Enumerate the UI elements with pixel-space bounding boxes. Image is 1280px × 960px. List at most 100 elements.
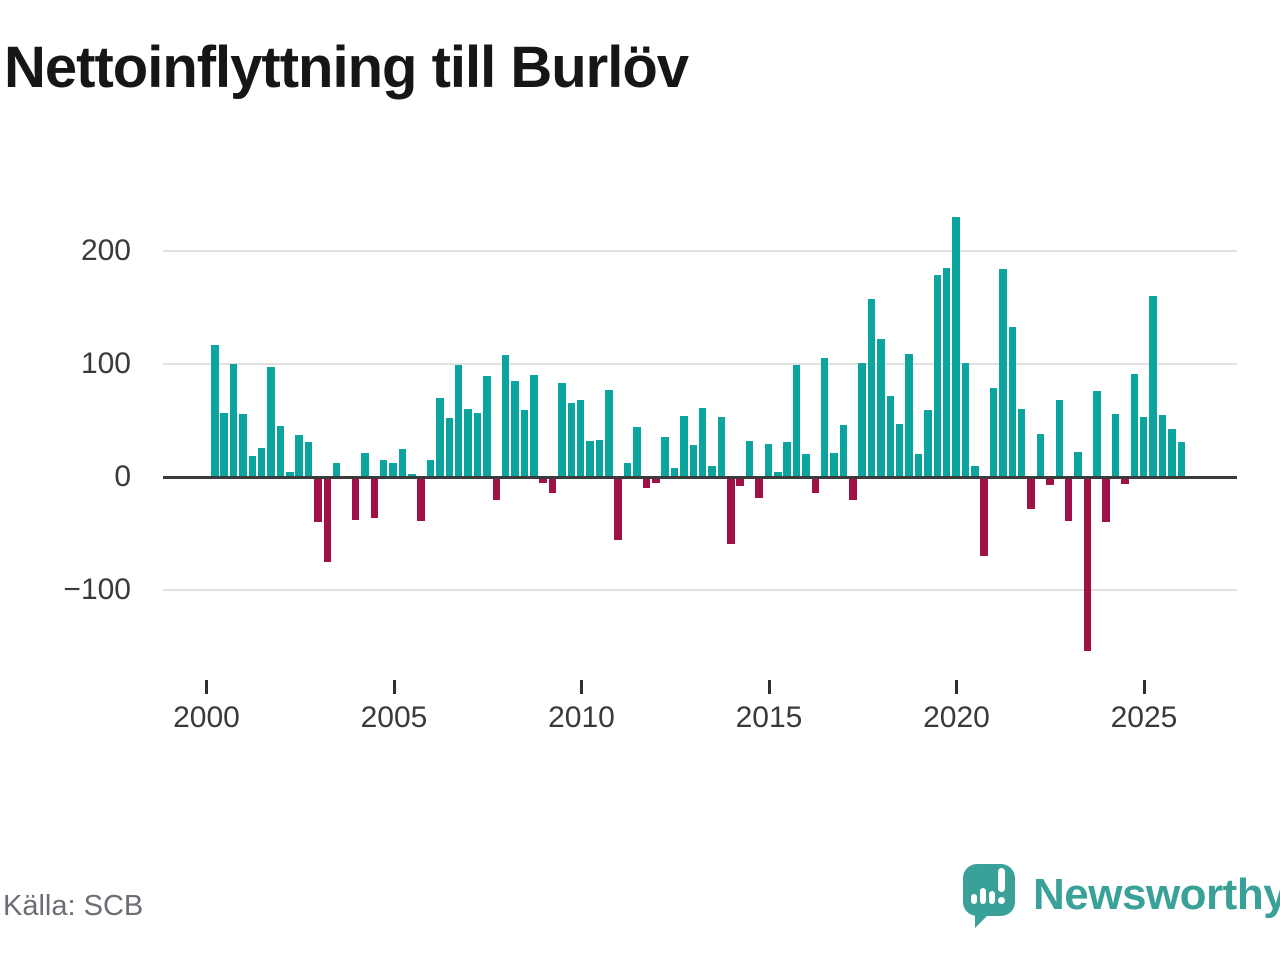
bar-2021-Q2 (1008, 326, 1017, 477)
bar-2015-Q1 (774, 472, 782, 477)
x-axis-label-2000: 2000 (173, 701, 240, 734)
bar-2008-Q1 (511, 380, 519, 477)
bar-2004-Q1 (361, 453, 369, 477)
bar-2010-Q3 (605, 389, 613, 477)
bar-2016-Q4 (839, 424, 848, 477)
bar-2025-Q3 (1168, 429, 1176, 477)
bar-2006-Q2 (445, 418, 454, 477)
logo-bar-1 (971, 894, 977, 904)
bar-2002-Q2 (295, 435, 303, 477)
bar-2007-Q1 (473, 412, 482, 477)
bar-2023-Q2 (1083, 477, 1092, 652)
bar-2025-Q2 (1158, 414, 1167, 477)
bar-2022-Q4 (1064, 477, 1073, 522)
bar-2009-Q1 (548, 477, 557, 493)
bar-2000-Q1 (211, 344, 219, 477)
bar-2011-Q3 (642, 477, 651, 489)
bar-2013-Q4 (727, 477, 735, 544)
logo-bar-2 (980, 888, 986, 904)
bar-2018-Q3 (905, 353, 913, 477)
bar-2016-Q3 (830, 453, 838, 477)
bar-2018-Q2 (895, 423, 904, 477)
x-axis-label-2020: 2020 (923, 701, 990, 734)
bar-2017-Q1 (849, 477, 857, 500)
bar-2005-Q3 (417, 477, 425, 522)
bar-2005-Q2 (408, 473, 416, 477)
bar-2014-Q1 (736, 477, 744, 487)
x-axis-label-2015: 2015 (735, 701, 803, 734)
bar-2004-Q3 (379, 460, 388, 477)
bar-2003-Q1 (323, 477, 332, 562)
bar-2002-Q1 (286, 472, 294, 477)
chart-title: Nettoinflyttning till Burlöv (4, 35, 689, 100)
bubble-tail (975, 913, 990, 928)
bar-2014-Q4 (764, 444, 773, 477)
newsworthy-branding: Newsworthy (963, 861, 1280, 931)
bar-2010-Q2 (595, 439, 604, 477)
bar-2001-Q4 (276, 426, 285, 477)
logo-bar-3 (989, 891, 995, 904)
bar-2024-Q3 (1130, 374, 1139, 477)
bar-2025-Q1 (1149, 296, 1157, 477)
bar-2024-Q4 (1139, 417, 1148, 477)
bar-2009-Q3 (567, 403, 576, 477)
bar-2014-Q2 (745, 440, 754, 477)
bar-2023-Q4 (1102, 477, 1110, 523)
bar-2000-Q3 (229, 363, 238, 477)
bar-2012-Q1 (661, 437, 669, 477)
x-axis-tick-2010 (580, 680, 583, 694)
bar-2002-Q4 (314, 477, 322, 523)
bar-2011-Q1 (623, 463, 632, 477)
y-axis-label-100: 100 (80, 346, 131, 380)
bar-2017-Q3 (867, 299, 876, 477)
y-axis-label-200: 200 (80, 233, 131, 267)
bar-2015-Q2 (783, 441, 791, 477)
logo-exclamation-dot (998, 897, 1005, 904)
x-axis-label-2010: 2010 (548, 701, 615, 734)
bar-2023-Q1 (1074, 452, 1082, 477)
x-axis-tick-2005 (392, 680, 396, 694)
x-axis-label-2025: 2025 (1110, 701, 1178, 734)
bar-2000-Q4 (239, 413, 247, 477)
bar-2007-Q3 (492, 477, 500, 500)
bar-2024-Q2 (1121, 477, 1129, 484)
bar-2019-Q2 (933, 274, 942, 477)
bar-2010-Q1 (586, 440, 594, 477)
gridline--100 (163, 589, 1237, 592)
bar-2009-Q2 (558, 383, 566, 477)
x-axis-tick-2025 (1142, 680, 1146, 694)
bar-2015-Q4 (802, 454, 810, 477)
bar-2011-Q4 (652, 477, 660, 483)
bar-2012-Q2 (670, 467, 679, 477)
bar-2013-Q3 (717, 417, 726, 477)
bar-2024-Q1 (1111, 413, 1120, 477)
bar-2018-Q4 (914, 454, 923, 477)
bar-2019-Q3 (942, 267, 951, 477)
bar-2004-Q2 (370, 477, 379, 518)
x-axis-tick-2000 (205, 680, 208, 694)
bar-2020-Q2 (971, 465, 979, 477)
bar-2007-Q2 (483, 376, 491, 477)
bar-2009-Q4 (576, 400, 585, 477)
speech-bubble-bar-chart-icon (963, 864, 1015, 930)
bar-2001-Q1 (248, 455, 257, 477)
bar-2023-Q3 (1093, 391, 1101, 477)
bar-2022-Q1 (1036, 434, 1045, 477)
bar-2012-Q4 (689, 445, 698, 477)
y-axis-label-0: 0 (114, 460, 131, 493)
bar-2005-Q4 (426, 460, 435, 477)
bar-2016-Q1 (811, 477, 820, 493)
bubble-shape (963, 864, 1015, 916)
gridline-100 (163, 362, 1237, 365)
bar-2002-Q3 (304, 441, 313, 477)
bar-2006-Q1 (436, 397, 444, 477)
bar-2017-Q4 (877, 339, 885, 477)
bar-2001-Q3 (267, 367, 275, 477)
bar-2025-Q4 (1177, 441, 1185, 477)
source-note: Källa: SCB (3, 890, 144, 922)
bar-2008-Q4 (539, 477, 547, 483)
bar-2021-Q4 (1027, 477, 1035, 509)
y-axis-label--100: −100 (63, 573, 131, 607)
bar-2012-Q3 (680, 415, 688, 477)
